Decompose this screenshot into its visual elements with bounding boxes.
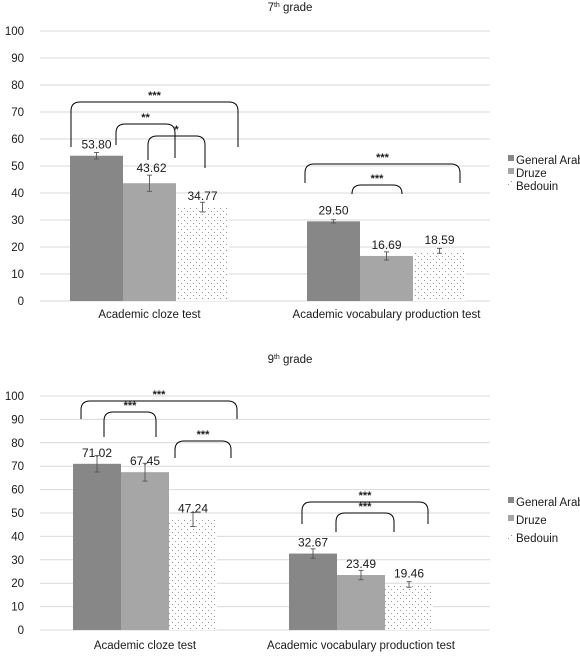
significance-label: ***: [371, 173, 385, 185]
data-label: 16.69: [371, 238, 401, 252]
significance-label: ***: [376, 152, 390, 164]
y-tick-label: 0: [18, 296, 24, 308]
y-tick-label: 0: [18, 625, 24, 637]
significance-bracket: [304, 163, 461, 183]
significance-label: ***: [153, 389, 167, 401]
y-tick-label: 60: [11, 134, 24, 146]
bar: [70, 155, 123, 301]
legend-label: General Arab: [516, 155, 580, 167]
bar: [176, 207, 229, 301]
panel-2: 9th grade 0 10 20 30 40 50 60 70 80 90 100 71.02 67.4…: [5, 354, 580, 652]
data-label: 19.46: [394, 566, 424, 580]
significance-label: ***: [359, 501, 373, 513]
data-label: 34.77: [187, 189, 217, 203]
bar: [73, 463, 121, 630]
bar: [307, 221, 360, 301]
significance-bracket: [335, 512, 395, 532]
significance-bracket: [174, 440, 232, 458]
data-label: 43.62: [136, 161, 166, 175]
x-category-label: Academic cloze test: [94, 640, 197, 652]
bar: [413, 250, 466, 301]
significance-label: *: [174, 124, 179, 136]
y-tick-label: 10: [11, 602, 24, 614]
chart-title: 9th grade: [268, 354, 313, 366]
x-category-label: Academic vocabulary production test: [267, 640, 456, 652]
y-tick-label: 30: [11, 555, 24, 567]
y-tick-label: 80: [11, 80, 24, 92]
y-tick-label: 10: [11, 269, 24, 281]
chart-title: 7th grade: [268, 2, 313, 14]
significance-bracket: [147, 135, 206, 168]
significance-bracket: [301, 501, 429, 524]
significance-bracket: [80, 400, 238, 419]
bar: [360, 255, 413, 301]
data-label: 18.59: [424, 233, 454, 247]
y-tick-label: 40: [11, 188, 24, 200]
significance-bracket: [103, 411, 157, 437]
data-label: 47.24: [178, 501, 208, 515]
y-tick-label: 70: [11, 107, 24, 119]
legend-label: General Arab: [516, 497, 580, 509]
x-category-label: Academic cloze test: [98, 309, 201, 321]
bar: [289, 553, 337, 630]
y-tick-label: 60: [11, 485, 24, 497]
significance-label: ***: [359, 490, 373, 502]
y-tick-label: 100: [5, 26, 24, 38]
legend-swatch: [508, 168, 514, 174]
y-tick-label: 50: [11, 161, 24, 173]
legend-label: Bedouin: [516, 533, 558, 545]
y-tick-label: 90: [11, 414, 24, 426]
legend-label: Druze: [516, 515, 547, 527]
significance-label: ***: [197, 429, 211, 441]
x-category-label: Academic vocabulary production test: [293, 309, 482, 321]
legend-swatch: [508, 533, 514, 539]
legend-swatch: [508, 497, 514, 503]
y-tick-label: 90: [11, 53, 24, 65]
panel-1: 7th grade 0 10 20 30 40 50 60 70 80 90 100 53.80 43.6…: [5, 2, 580, 321]
data-label: 29.50: [318, 203, 348, 217]
y-tick-label: 100: [5, 391, 24, 403]
data-label: 23.49: [346, 557, 376, 571]
legend-label: Druze: [516, 168, 547, 180]
legend-swatch: [508, 515, 514, 521]
y-tick-label: 20: [11, 578, 24, 590]
data-label: 71.02: [82, 446, 112, 460]
bar: [169, 519, 217, 630]
bar: [385, 584, 433, 630]
bar: [121, 472, 169, 630]
data-label: 67.45: [130, 454, 160, 468]
y-tick-label: 20: [11, 242, 24, 254]
y-tick-label: 40: [11, 531, 24, 543]
significance-bracket: [70, 101, 239, 147]
significance-label: ***: [148, 90, 162, 102]
bar: [337, 575, 385, 630]
significance-bracket: [115, 123, 176, 158]
legend-label: Bedouin: [516, 181, 558, 193]
data-label: 53.80: [81, 138, 111, 152]
bar: [123, 183, 176, 301]
legend-swatch: [508, 155, 514, 161]
y-tick-label: 50: [11, 508, 24, 520]
significance-bracket: [351, 184, 403, 195]
legend-swatch: [508, 181, 514, 187]
y-tick-label: 70: [11, 461, 24, 473]
data-label: 32.67: [298, 536, 328, 550]
significance-label: **: [141, 112, 150, 124]
significance-label: ***: [124, 400, 138, 412]
y-tick-label: 80: [11, 438, 24, 450]
y-tick-label: 30: [11, 215, 24, 227]
